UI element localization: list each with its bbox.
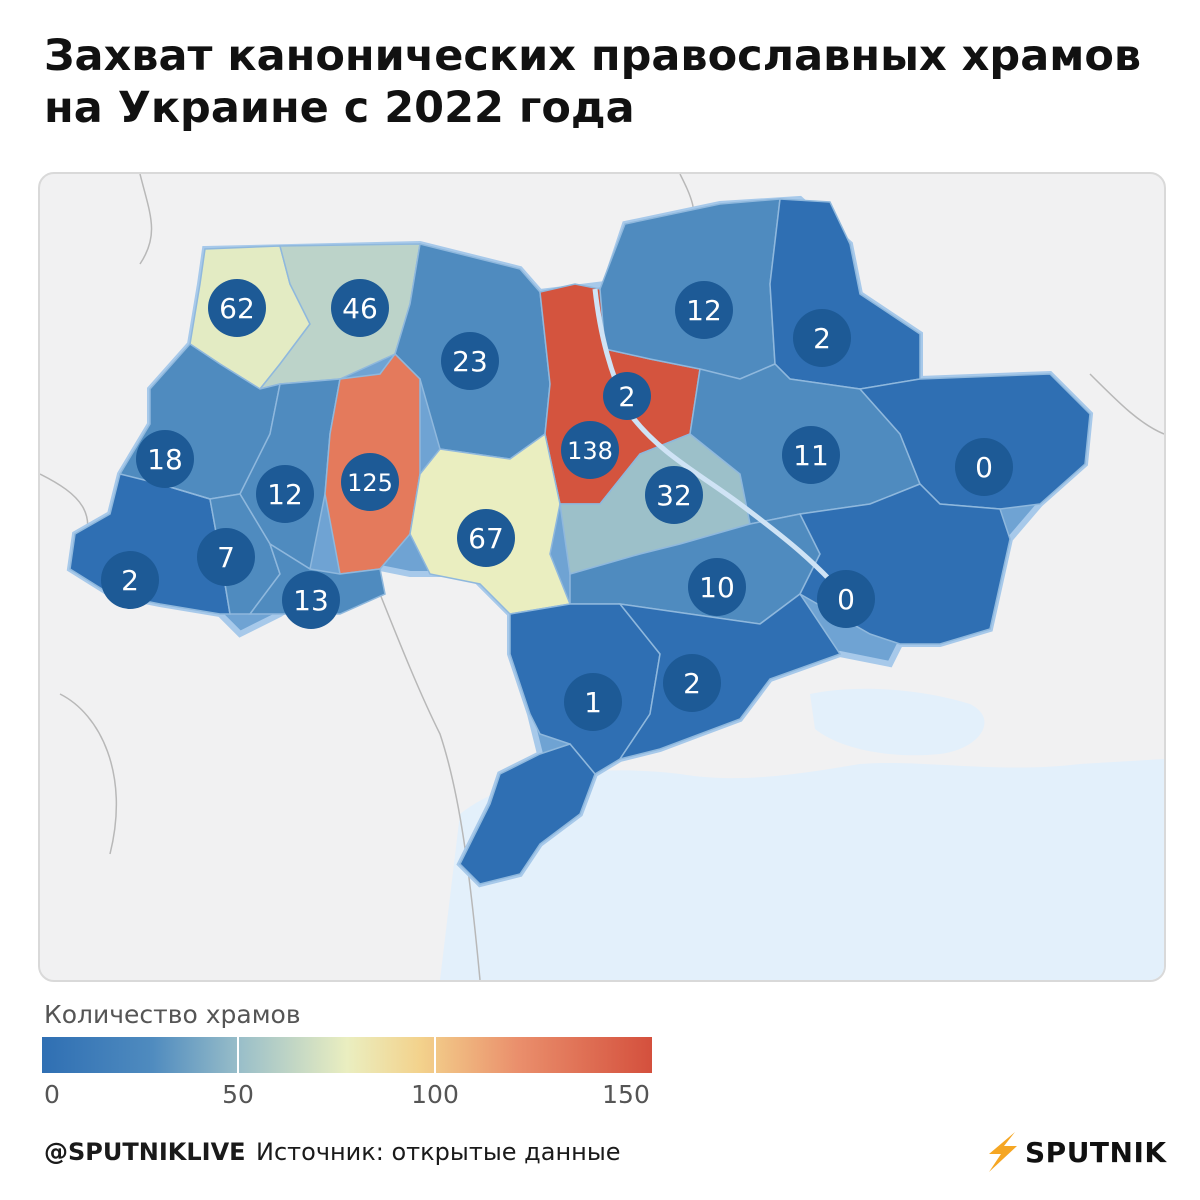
- region-value-kyiv-city: 2: [618, 382, 635, 413]
- sputnik-logo[interactable]: SPUTNIK: [985, 1130, 1167, 1174]
- legend-tick-0: 0: [44, 1080, 60, 1109]
- region-value-kharkiv: 0: [975, 451, 993, 484]
- footer-source: Источник: открытые данные: [256, 1138, 621, 1166]
- legend-color-bar: [42, 1037, 652, 1073]
- region-value-dnipro: 0: [837, 583, 855, 616]
- region-marker-volyn[interactable]: 62: [208, 279, 266, 337]
- region-marker-rivne[interactable]: 46: [331, 279, 389, 337]
- region-value-ivano-frankivsk: 7: [217, 541, 235, 574]
- region-marker-zakarpattia[interactable]: 2: [101, 551, 159, 609]
- region-value-khmelnytskyi: 125: [347, 469, 393, 497]
- black-sea: [440, 759, 1164, 980]
- region-value-sumy: 2: [813, 322, 831, 355]
- dnipro-river: [592, 288, 862, 616]
- region-marker-chernivtsi[interactable]: 13: [282, 571, 340, 629]
- footer-handle-link[interactable]: @SPUTNIKLIVE: [44, 1138, 246, 1166]
- region-value-chernivtsi: 13: [293, 584, 329, 617]
- region-value-zhytomyr: 23: [452, 345, 488, 378]
- region-value-rivne: 46: [342, 292, 378, 325]
- region-marker-kyiv[interactable]: 138: [561, 421, 619, 479]
- region-shape-kherson: [618, 592, 842, 761]
- region-marker-kyiv-city[interactable]: 2: [603, 372, 651, 420]
- region-marker-ivano-frankivsk[interactable]: 7: [197, 528, 255, 586]
- region-marker-zhytomyr[interactable]: 23: [441, 332, 499, 390]
- map-svg: 62 46 23 138 2 12: [40, 174, 1164, 980]
- region-value-zakarpattia: 2: [121, 564, 139, 597]
- region-marker-kherson[interactable]: 2: [663, 654, 721, 712]
- legend-title: Количество храмов: [44, 1000, 301, 1029]
- brand-name: SPUTNIK: [1025, 1135, 1167, 1169]
- azov-sea: [810, 688, 985, 756]
- region-marker-lviv[interactable]: 18: [136, 430, 194, 488]
- region-value-poltava: 11: [793, 439, 829, 472]
- region-value-kyiv: 138: [567, 437, 613, 465]
- legend-tick-100: 100: [411, 1080, 459, 1109]
- region-value-kherson: 2: [683, 667, 701, 700]
- region-value-cherkasy: 32: [656, 479, 692, 512]
- region-value-chernihiv: 12: [686, 294, 722, 327]
- region-marker-chernihiv[interactable]: 12: [675, 281, 733, 339]
- region-marker-khmelnytskyi[interactable]: 125: [341, 453, 399, 511]
- region-marker-mykolaiv[interactable]: 1: [564, 673, 622, 731]
- region-marker-kharkiv[interactable]: 0: [955, 438, 1013, 496]
- region-marker-kirovohrad[interactable]: 10: [688, 558, 746, 616]
- region-marker-poltava[interactable]: 11: [782, 426, 840, 484]
- region-shape-odesa: [459, 743, 596, 885]
- region-marker-ternopil[interactable]: 12: [256, 465, 314, 523]
- title-line-1: Захват канонических православных храмов: [44, 31, 1142, 81]
- region-value-mykolaiv: 1: [584, 686, 602, 719]
- legend-tick-150: 150: [602, 1080, 650, 1109]
- region-shape-sumy: [769, 198, 921, 390]
- neighbour-borders: [40, 174, 1164, 980]
- region-value-vinnytsia: 67: [468, 522, 504, 555]
- region-marker-dnipro[interactable]: 0: [817, 570, 875, 628]
- region-value-ternopil: 12: [267, 478, 303, 511]
- region-marker-vinnytsia[interactable]: 67: [457, 509, 515, 567]
- page-title: Захват канонических православных храмов …: [44, 30, 1174, 134]
- title-line-2: на Украине с 2022 года: [44, 83, 635, 133]
- region-value-volyn: 62: [219, 292, 255, 325]
- region-marker-cherkasy[interactable]: 32: [645, 466, 703, 524]
- region-markers: 62 46 23 138 2 12: [101, 279, 1013, 731]
- region-value-kirovohrad: 10: [699, 571, 735, 604]
- legend-tick-50: 50: [222, 1080, 254, 1109]
- sputnik-bolt-icon: [989, 1132, 1017, 1172]
- region-value-lviv: 18: [147, 443, 183, 476]
- map-frame[interactable]: 62 46 23 138 2 12: [38, 172, 1166, 982]
- region-marker-sumy[interactable]: 2: [793, 309, 851, 367]
